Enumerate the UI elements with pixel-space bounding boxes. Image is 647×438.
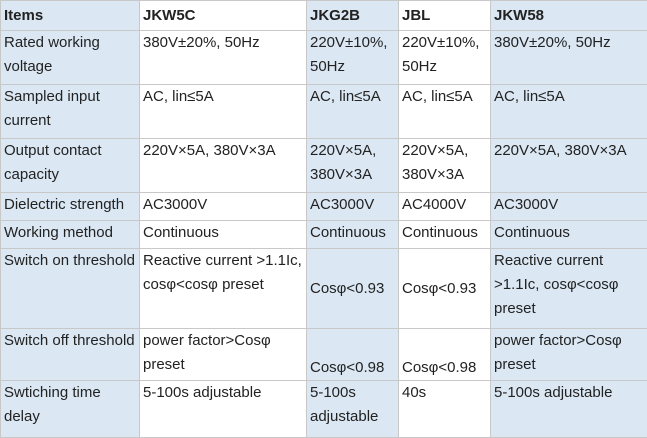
table-cell: 220V×5A, 380V×3A bbox=[398, 138, 491, 193]
table-row: Working method Continuous Continuous Contin… bbox=[0, 220, 647, 249]
header-cell: JKW58 bbox=[490, 0, 647, 31]
table-cell: AC, lin≤5A bbox=[139, 84, 307, 139]
table-cell: 220V×5A, 380V×3A bbox=[306, 138, 399, 193]
table-cell: 5-100s adjustable bbox=[139, 380, 307, 438]
header-cell: JKG2B bbox=[306, 0, 399, 31]
table-cell: Reactive current >1.1Ic, cosφ<cosφ prese… bbox=[139, 248, 307, 329]
table-cell: AC4000V bbox=[398, 192, 491, 221]
row-label: Working method bbox=[0, 220, 140, 249]
row-label: Switch off threshold bbox=[0, 328, 140, 381]
table-cell: 5-100s adjustable bbox=[490, 380, 647, 438]
table-cell: 380V±20%, 50Hz bbox=[490, 30, 647, 85]
table-cell: power factor>Cosφ preset bbox=[490, 328, 647, 381]
table-cell: Continuous bbox=[398, 220, 491, 249]
row-label: Rated working voltage bbox=[0, 30, 140, 85]
table-row: Switch off threshold power factor>Cosφ pr… bbox=[0, 328, 647, 381]
table-cell: 220V±10%, 50Hz bbox=[398, 30, 491, 85]
row-label: Switch on threshold bbox=[0, 248, 140, 329]
table-row: Sampled input current AC, lin≤5A AC, lin≤5… bbox=[0, 84, 647, 139]
table-cell: AC3000V bbox=[139, 192, 307, 221]
header-cell: JKW5C bbox=[139, 0, 307, 31]
table-row: Swtiching time delay 5-100s adjustable 5-1… bbox=[0, 380, 647, 438]
table-cell: power factor>Cosφ preset bbox=[139, 328, 307, 381]
header-cell: JBL bbox=[398, 0, 491, 31]
table-cell: Continuous bbox=[490, 220, 647, 249]
row-label: Sampled input current bbox=[0, 84, 140, 139]
table-row: Output contact capacity 220V×5A, 380V×3A 2… bbox=[0, 138, 647, 193]
table-cell: 220V×5A, 380V×3A bbox=[490, 138, 647, 193]
table-row: Dielectric strength AC3000V AC3000V AC4000V… bbox=[0, 192, 647, 221]
row-label: Dielectric strength bbox=[0, 192, 140, 221]
table-cell: AC3000V bbox=[306, 192, 399, 221]
table-cell: Cosφ<0.93 bbox=[306, 248, 399, 329]
row-label: Output contact capacity bbox=[0, 138, 140, 193]
table-cell: 220V×5A, 380V×3A bbox=[139, 138, 307, 193]
table-cell: 5-100s adjustable bbox=[306, 380, 399, 438]
table-cell: Reactive current >1.1Ic, cosφ<cosφ prese… bbox=[490, 248, 647, 329]
table-cell: Cosφ<0.98 bbox=[398, 328, 491, 381]
table-body: Rated working voltage 380V±20%, 50Hz 220V±… bbox=[0, 30, 647, 438]
header-row: Items JKW5C JKG2B JBL JKW58 bbox=[0, 0, 647, 31]
table-cell: AC3000V bbox=[490, 192, 647, 221]
table-cell: Cosφ<0.93 bbox=[398, 248, 491, 329]
header-cell: Items bbox=[0, 0, 140, 31]
table-cell: 220V±10%, 50Hz bbox=[306, 30, 399, 85]
table-cell: Continuous bbox=[306, 220, 399, 249]
table-cell: Cosφ<0.98 bbox=[306, 328, 399, 381]
table-cell: 380V±20%, 50Hz bbox=[139, 30, 307, 85]
table-row: Switch on threshold Reactive current >1.1… bbox=[0, 248, 647, 329]
table-row: Rated working voltage 380V±20%, 50Hz 220V±… bbox=[0, 30, 647, 85]
table-cell: AC, lin≤5A bbox=[306, 84, 399, 139]
table-cell: Continuous bbox=[139, 220, 307, 249]
table-cell: AC, lin≤5A bbox=[398, 84, 491, 139]
table-cell: 40s bbox=[398, 380, 491, 438]
table-cell: AC, lin≤5A bbox=[490, 84, 647, 139]
row-label: Swtiching time delay bbox=[0, 380, 140, 438]
